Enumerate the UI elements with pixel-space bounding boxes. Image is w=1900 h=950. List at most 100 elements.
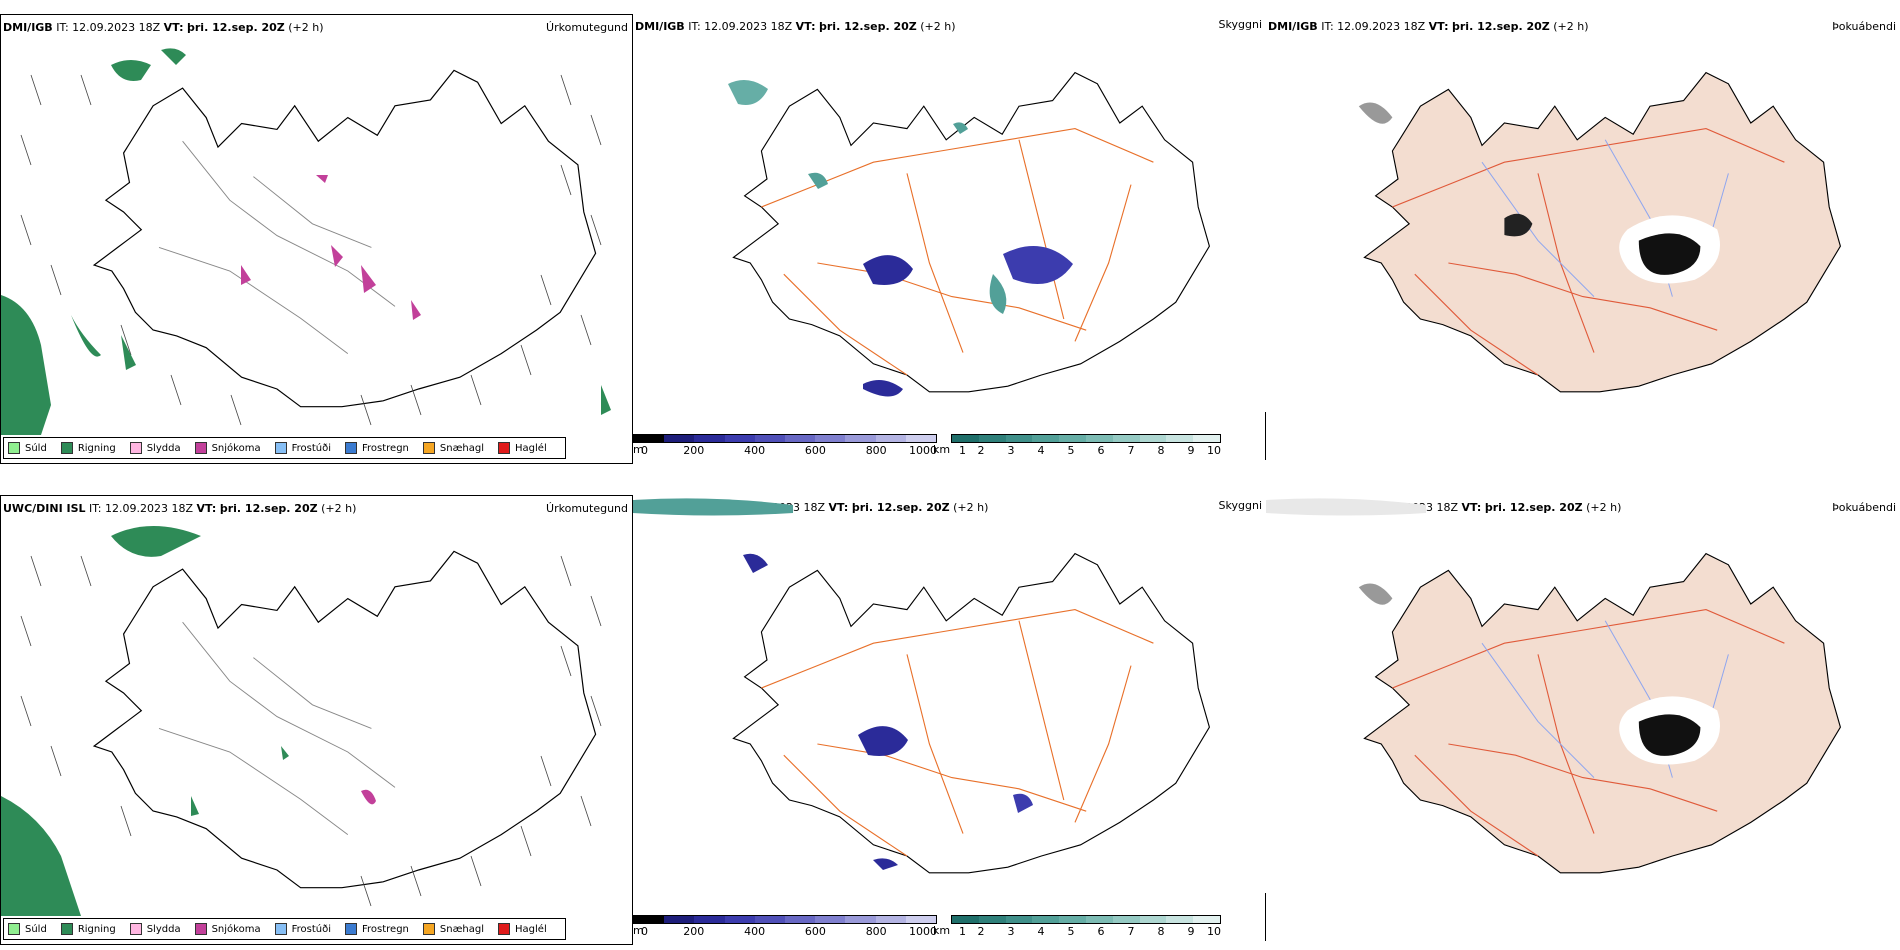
legend-swatch <box>129 442 142 454</box>
legend-swatch <box>129 923 142 935</box>
colorbar-segment <box>754 916 786 923</box>
colorbar-tick: 800 <box>865 444 887 457</box>
precip-map <box>1 48 611 435</box>
precip-legend: Súld Rigning Slydda Snjókoma Frostúði Fr… <box>3 437 566 459</box>
legend-swatch <box>60 442 73 454</box>
visibility-label: Skyggni <box>1218 18 1262 31</box>
ceiling-unit: m <box>633 443 644 456</box>
ceiling-ticks: 0 200 400 600 800 1000 <box>633 444 937 458</box>
colorbar-segment <box>875 435 906 442</box>
visibility-panel-1: DMI/IGB IT: 12.09.2023 18Z VT: þri. 12.s… <box>633 14 1325 464</box>
legend-item-hail: Haglél <box>498 923 547 935</box>
colorbar-segment <box>1032 916 1060 923</box>
colorbar-tick: 3 <box>1007 444 1015 457</box>
legend-swatch <box>8 923 20 935</box>
legend-item-hail: Haglél <box>498 442 547 454</box>
colorbar-segment <box>724 916 755 923</box>
colorbar-tick: 4 <box>1037 925 1045 938</box>
colorbar-segment <box>905 916 937 923</box>
colorbar-segment <box>1059 916 1086 923</box>
colorbar-tick: 0 <box>641 925 648 938</box>
legend-item-sudd: Súld <box>8 923 47 935</box>
colorbar-tick: 10 <box>1207 444 1221 457</box>
legend-item-rain: Rigning <box>60 442 116 454</box>
legend-item-sleet: Slydda <box>129 442 181 454</box>
colorbar-tick: 9 <box>1187 925 1195 938</box>
colorbar-segment <box>694 435 725 442</box>
panel-title: DMI/IGB IT: 12.09.2023 18Z VT: þri. 12.s… <box>635 20 956 33</box>
ceiling-strip <box>633 434 937 443</box>
ceiling-colorbar: 0 200 400 600 800 1000 m <box>633 915 937 939</box>
legend-item-freezing-drizzle: Frostúði <box>274 923 331 935</box>
colorbar-segment <box>724 435 755 442</box>
colorbar-tick: 200 <box>683 925 705 938</box>
colorbar-segment <box>694 916 725 923</box>
legend-item-sleet: Slydda <box>129 923 181 935</box>
legend-item-freezing-rain: Frostregn <box>345 923 409 935</box>
colorbar-segment <box>785 435 816 442</box>
legend-item-sudd: Súld <box>8 442 47 454</box>
panel-title: DMI/IGB IT: 12.09.2023 18Z VT: þri. 12.s… <box>3 21 324 34</box>
colorbar-segment <box>754 435 786 442</box>
colorbar-tick: 3 <box>1007 925 1015 938</box>
precip-type-panel-2: UWC/DINI ISL IT: 12.09.2023 18Z VT: þri.… <box>0 495 633 945</box>
colorbar-segment <box>1005 916 1033 923</box>
legend-swatch <box>345 442 357 454</box>
legend-swatch <box>194 923 207 935</box>
legend-swatch <box>498 923 511 935</box>
precip-map <box>1 526 602 916</box>
visibility-ticks: 1 2 3 4 5 6 7 8 9 10 <box>951 444 1221 458</box>
ceiling-strip <box>633 915 937 924</box>
colorbar-tick: 8 <box>1157 444 1165 457</box>
colorbar-tick: 5 <box>1067 444 1075 457</box>
colorbar-segment <box>978 916 1006 923</box>
colorbar-tick: 400 <box>744 925 766 938</box>
colorbar-tick: 7 <box>1127 444 1135 457</box>
colorbar-tick: 10 <box>1207 925 1221 938</box>
colorbar-tick: 1000 <box>909 925 937 938</box>
colorbar-segment <box>815 916 846 923</box>
colorbar-segment <box>1112 916 1140 923</box>
legend-item-snow-pellets: Snæhagl <box>422 923 484 935</box>
precip-type-label: Úrkomutegund <box>546 502 628 515</box>
visibility-unit: km <box>933 443 951 456</box>
colorbar-tick: 2 <box>977 444 985 457</box>
colorbar-tick: 0 <box>641 444 648 457</box>
legend-swatch <box>274 923 287 935</box>
legend-swatch <box>60 923 73 935</box>
colorbar-segment <box>1166 435 1194 442</box>
visibility-strip <box>951 915 1221 924</box>
visibility-panel-2: UWC/DINI ISL IT: 12.09.2023 18Z VT: þri.… <box>633 495 1325 945</box>
colorbar-segment <box>1059 435 1086 442</box>
ceiling-ticks: 0 200 400 600 800 1000 <box>633 925 937 939</box>
panel-title: UWC/DINI ISL IT: 12.09.2023 18Z VT: þri.… <box>3 502 357 515</box>
colorbar-tick: 1000 <box>909 444 937 457</box>
colorbar-segment <box>1166 916 1194 923</box>
legend-item-snow: Snjókoma <box>194 442 261 454</box>
colorbar-segment <box>1139 435 1167 442</box>
colorbar-segment <box>978 435 1006 442</box>
legend-swatch <box>274 442 287 454</box>
legend-item-rain: Rigning <box>60 923 116 935</box>
legend-swatch <box>498 442 511 454</box>
colorbar-segment <box>1139 916 1167 923</box>
visibility-map <box>728 72 1210 397</box>
legend-item-freezing-drizzle: Frostúði <box>274 442 331 454</box>
colorbar-segment <box>845 435 876 442</box>
ceiling-colorbar: 0 200 400 600 800 1000 m <box>633 434 937 458</box>
colorbar-tick: 200 <box>683 444 705 457</box>
colorbar-tick: 7 <box>1127 925 1135 938</box>
legend-swatch <box>422 923 435 935</box>
colorbar-tick: 1 <box>959 444 966 457</box>
precip-type-label: Úrkomutegund <box>546 21 628 34</box>
legend-item-snow-pellets: Snæhagl <box>422 442 484 454</box>
colorbar-segment <box>1032 435 1060 442</box>
visibility-label: Skyggni <box>1218 499 1262 512</box>
fog-panel-1: DMI/IGB IT: 12.09.2023 18Z VT: þri. 12.s… <box>1266 14 1900 464</box>
colorbar-segment <box>1193 916 1220 923</box>
colorbar-tick: 8 <box>1157 925 1165 938</box>
precip-type-panel-1: DMI/IGB IT: 12.09.2023 18Z VT: þri. 12.s… <box>0 14 633 464</box>
visibility-strip <box>951 434 1221 443</box>
colorbar-tick: 400 <box>744 444 766 457</box>
visibility-map <box>633 498 1210 874</box>
